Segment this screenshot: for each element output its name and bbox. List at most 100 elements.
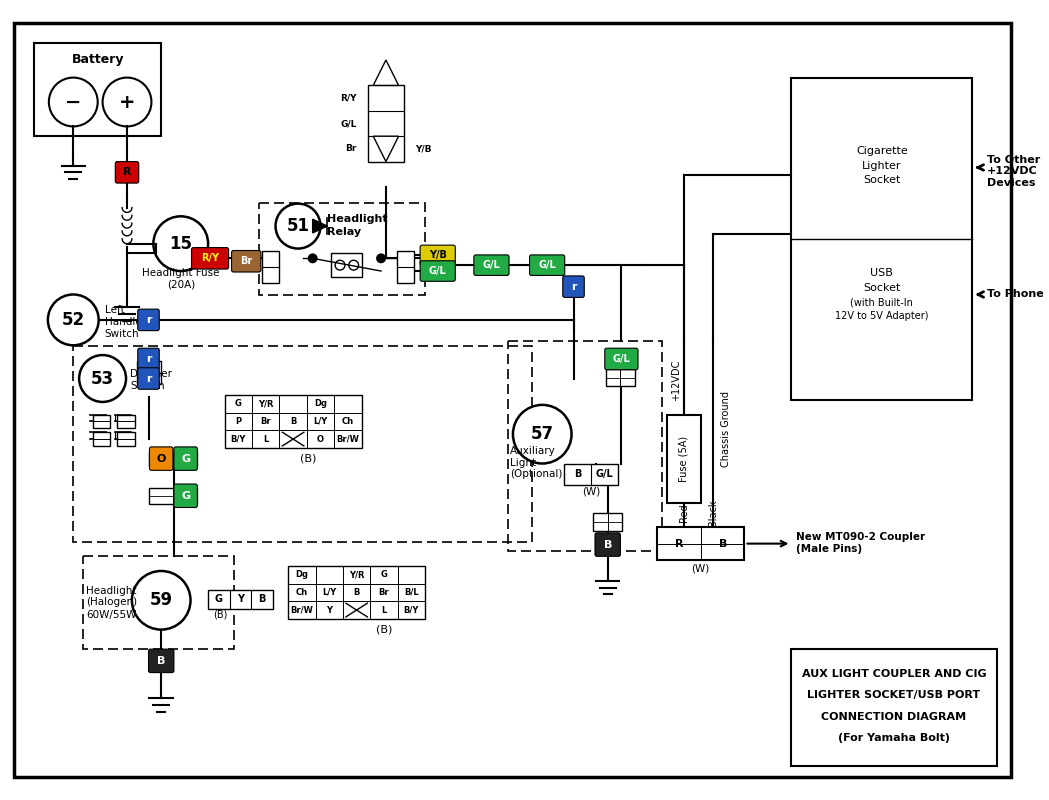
- Text: Relay: Relay: [327, 227, 362, 237]
- Bar: [136, 361, 162, 384]
- Bar: [92, 432, 110, 446]
- Text: (W): (W): [691, 563, 710, 573]
- Text: (Halogen): (Halogen): [86, 598, 137, 607]
- Text: B: B: [603, 540, 612, 550]
- Text: (For Yamaha Bolt): (For Yamaha Bolt): [838, 733, 950, 743]
- Bar: [288, 566, 425, 619]
- Text: G/L: G/L: [483, 260, 500, 270]
- Bar: [224, 395, 362, 448]
- Text: B: B: [719, 538, 727, 549]
- Text: G: G: [235, 399, 242, 409]
- FancyBboxPatch shape: [192, 247, 229, 269]
- Text: Socket: Socket: [863, 175, 900, 185]
- Bar: [262, 251, 279, 282]
- Text: Br: Br: [240, 256, 253, 266]
- Text: G/L: G/L: [613, 354, 630, 364]
- Text: (B): (B): [300, 454, 316, 464]
- Text: Switch: Switch: [130, 382, 165, 391]
- Text: Y/R: Y/R: [258, 399, 274, 409]
- Text: Ch: Ch: [342, 417, 354, 426]
- Text: −: −: [65, 93, 82, 111]
- FancyBboxPatch shape: [115, 162, 138, 183]
- Bar: [508, 342, 662, 551]
- Text: Black: Black: [708, 499, 719, 526]
- Text: Dimmer: Dimmer: [130, 369, 172, 378]
- Text: B: B: [354, 588, 360, 597]
- Text: B/Y: B/Y: [231, 434, 247, 443]
- Text: 59: 59: [150, 591, 173, 610]
- Circle shape: [335, 260, 345, 270]
- Text: Light: Light: [510, 458, 536, 467]
- Text: O: O: [317, 434, 324, 443]
- FancyBboxPatch shape: [232, 250, 261, 272]
- FancyBboxPatch shape: [420, 245, 455, 266]
- FancyBboxPatch shape: [137, 348, 159, 370]
- Polygon shape: [671, 527, 687, 545]
- Text: G/L: G/L: [538, 260, 556, 270]
- Text: USB: USB: [871, 268, 893, 278]
- Text: G: G: [181, 454, 190, 464]
- Text: Auxiliary: Auxiliary: [510, 446, 556, 456]
- Bar: [791, 649, 997, 766]
- Text: Socket: Socket: [863, 282, 900, 293]
- Text: L/Y: L/Y: [322, 588, 337, 597]
- Text: (B): (B): [376, 625, 392, 634]
- Text: B: B: [574, 470, 581, 479]
- Text: Headlight Fuse: Headlight Fuse: [142, 268, 219, 278]
- Text: To Phone: To Phone: [987, 290, 1044, 299]
- Text: B: B: [258, 594, 265, 604]
- Text: Br/W: Br/W: [291, 606, 314, 614]
- Text: +: +: [119, 93, 135, 111]
- Text: 52: 52: [62, 311, 85, 329]
- Text: Devices: Devices: [987, 178, 1035, 188]
- Text: Handlebar: Handlebar: [105, 317, 158, 327]
- Text: +12VDC: +12VDC: [987, 166, 1037, 176]
- Circle shape: [132, 571, 191, 630]
- Text: Headlight: Headlight: [86, 586, 136, 595]
- Text: Dg: Dg: [314, 399, 327, 409]
- Text: Br: Br: [260, 417, 271, 426]
- FancyBboxPatch shape: [605, 348, 638, 370]
- Bar: [331, 254, 363, 277]
- Text: 15: 15: [169, 234, 192, 253]
- Text: Y/R: Y/R: [349, 570, 364, 579]
- Polygon shape: [373, 136, 399, 162]
- Bar: [791, 78, 972, 400]
- Text: Ch: Ch: [296, 588, 308, 597]
- Text: B: B: [290, 417, 296, 426]
- Text: LIGHTER SOCKET/USB PORT: LIGHTER SOCKET/USB PORT: [808, 690, 981, 700]
- FancyBboxPatch shape: [562, 276, 584, 298]
- Text: G: G: [181, 490, 190, 501]
- Text: (B): (B): [214, 610, 228, 620]
- FancyBboxPatch shape: [149, 649, 174, 673]
- Circle shape: [49, 78, 98, 126]
- Text: (20A): (20A): [167, 280, 195, 290]
- Circle shape: [48, 294, 99, 346]
- Text: Lighter: Lighter: [862, 161, 901, 170]
- Bar: [35, 43, 162, 136]
- Bar: [73, 346, 533, 542]
- Text: 57: 57: [531, 425, 554, 443]
- Bar: [605, 369, 635, 386]
- FancyBboxPatch shape: [595, 533, 620, 556]
- Text: Headlight: Headlight: [327, 214, 388, 224]
- Bar: [667, 414, 701, 502]
- Circle shape: [153, 216, 208, 271]
- Text: 53: 53: [91, 370, 114, 387]
- Bar: [83, 556, 235, 649]
- Text: P: P: [235, 417, 241, 426]
- Text: AUX LIGHT COUPLER AND CIG: AUX LIGHT COUPLER AND CIG: [801, 669, 986, 678]
- Text: Y/B: Y/B: [415, 145, 432, 154]
- Text: New MT090-2 Coupler: New MT090-2 Coupler: [796, 532, 925, 542]
- Text: L/Y: L/Y: [314, 417, 327, 426]
- Text: B/L: B/L: [404, 588, 419, 597]
- FancyBboxPatch shape: [150, 447, 173, 470]
- Bar: [117, 414, 135, 428]
- Text: r: r: [146, 374, 151, 383]
- Circle shape: [276, 204, 320, 249]
- Text: 12V to 5V Adapter): 12V to 5V Adapter): [835, 311, 928, 321]
- Bar: [563, 463, 619, 485]
- FancyBboxPatch shape: [474, 255, 509, 275]
- Bar: [117, 432, 135, 446]
- Bar: [397, 251, 414, 282]
